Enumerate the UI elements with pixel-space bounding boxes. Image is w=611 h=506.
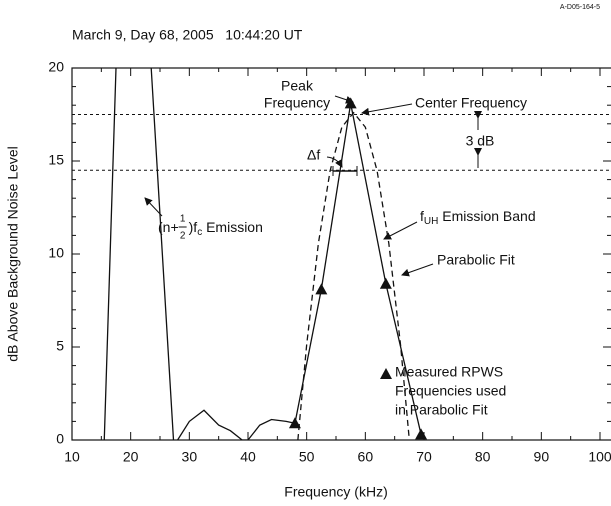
- legend-text: Frequencies used: [395, 383, 506, 399]
- plot-area: [72, 68, 611, 440]
- x-tick-label: 10: [64, 449, 80, 465]
- annotation-part: Emission: [202, 219, 263, 235]
- annotation: 1: [180, 214, 186, 225]
- annotation: Frequency: [264, 95, 330, 111]
- arrow: [401, 263, 434, 277]
- figure-id: A-D05-164-5: [560, 4, 600, 11]
- annotation: )fc Emission: [189, 219, 263, 238]
- annotation: (n+: [158, 219, 179, 235]
- legend-marker: [380, 368, 392, 379]
- x-tick-label: 50: [299, 449, 315, 465]
- x-tick-label: 30: [182, 449, 198, 465]
- y-tick-label: 5: [56, 338, 64, 354]
- arrow: [326, 156, 343, 168]
- plot-frame: [71, 67, 611, 441]
- x-axis-label: Frequency (kHz): [284, 484, 387, 500]
- y-tick-label: 15: [48, 152, 64, 168]
- arrow: [334, 95, 354, 104]
- data-marker: [288, 417, 301, 429]
- y-tick-label: 10: [48, 245, 64, 261]
- annotation-part: f: [420, 208, 424, 224]
- x-tick-label: 20: [123, 449, 139, 465]
- y-axis-label: dB Above Background Noise Level: [5, 146, 21, 362]
- y-tick-label: 20: [48, 59, 64, 75]
- spectrum-line: [103, 68, 422, 440]
- annotation-part: (n+: [158, 219, 179, 235]
- arrow: [144, 197, 163, 217]
- annotation-part: c: [197, 227, 202, 238]
- arrow: [361, 103, 413, 116]
- legend-text: in Parabolic Fit: [395, 402, 488, 418]
- annotation: Center Frequency: [415, 95, 527, 111]
- data-marker: [315, 283, 328, 295]
- x-tick-label: 90: [534, 449, 550, 465]
- x-tick-label: 100: [588, 449, 611, 465]
- chart-title: March 9, Day 68, 2005 10:44:20 UT: [72, 27, 303, 43]
- annotation: 2: [180, 231, 186, 242]
- x-tick-label: 70: [416, 449, 432, 465]
- x-tick-label: 40: [240, 449, 256, 465]
- x-tick-label: 80: [475, 449, 491, 465]
- data-marker: [415, 428, 428, 440]
- legend-text: Measured RPWS: [395, 364, 503, 380]
- y-tick-label: 0: [56, 431, 64, 447]
- annotation: Parabolic Fit: [437, 252, 515, 268]
- annotation: 3 dB: [466, 133, 495, 149]
- annotation: fUH Emission Band: [420, 208, 536, 227]
- annotation: Δf: [307, 147, 320, 163]
- annotation-part: Emission Band: [438, 208, 535, 224]
- arrow: [383, 221, 418, 240]
- annotation-part: UH: [424, 216, 438, 227]
- data-marker: [379, 277, 392, 289]
- fit-line: [297, 111, 410, 440]
- annotation: Peak: [281, 78, 314, 94]
- data-marker: [344, 97, 357, 109]
- annotation-part: )f: [189, 219, 198, 235]
- x-tick-label: 60: [358, 449, 374, 465]
